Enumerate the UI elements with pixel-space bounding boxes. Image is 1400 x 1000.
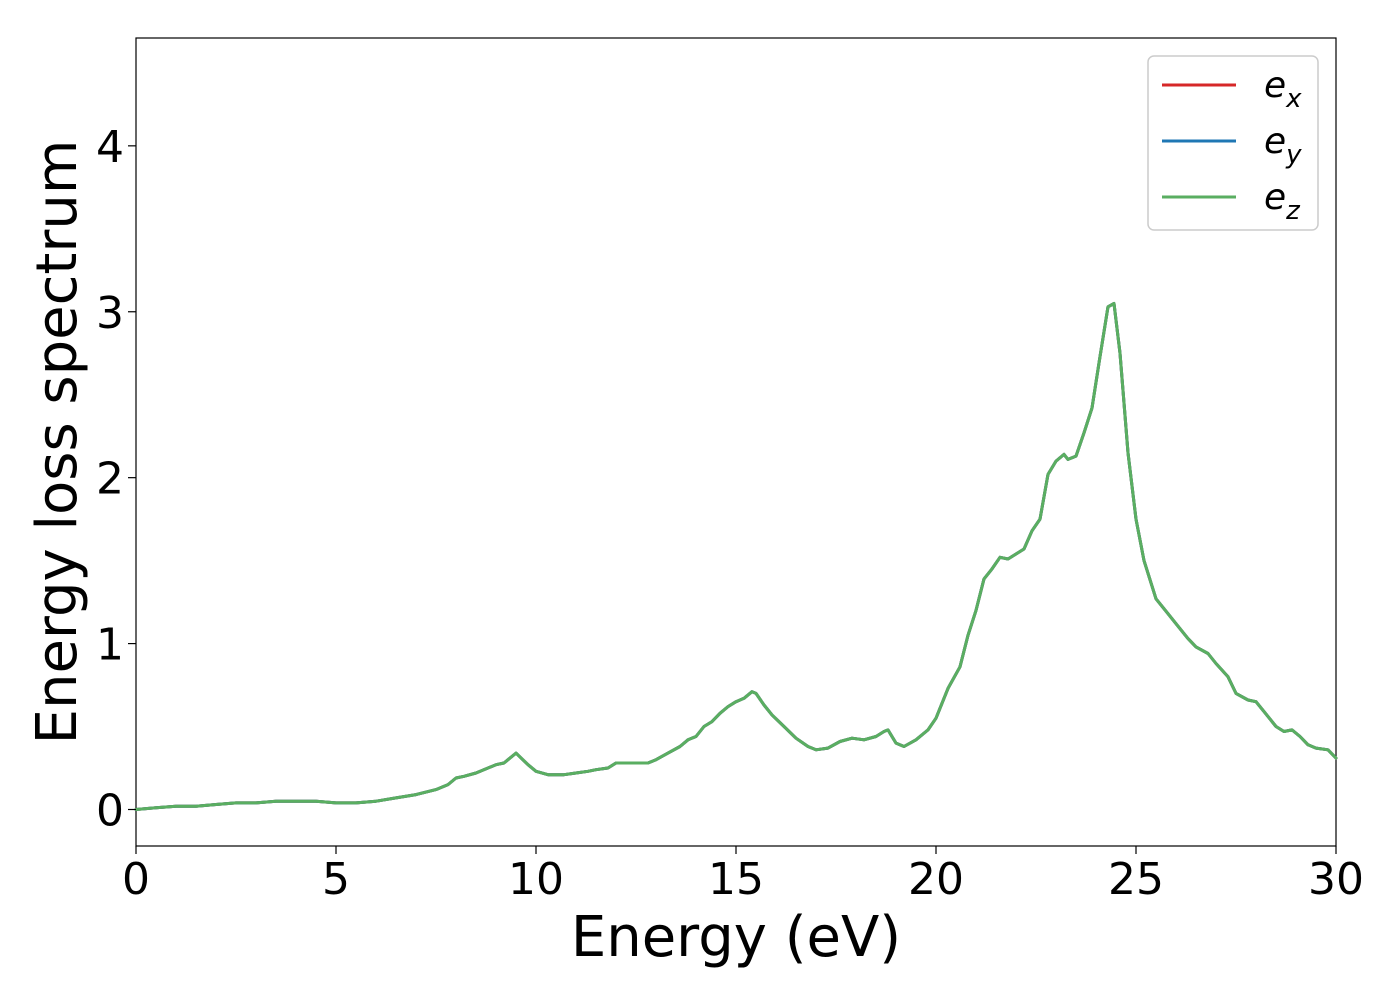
y-tick-label: 0 [96,785,124,836]
x-tick-label: 0 [122,854,150,905]
y-tick-label: 1 [96,620,124,671]
y-tick-label: 4 [96,122,124,173]
x-axis-label: Energy (eV) [571,905,901,970]
x-tick-label: 10 [508,854,564,905]
x-tick-label: 30 [1308,854,1364,905]
series-layer [134,302,1338,811]
legend-label-y: ey [1264,121,1302,170]
legend-label-x: ex [1264,65,1302,114]
y-tick-label: 2 [96,454,124,505]
legend-box [1147,55,1319,231]
x-tick-label: 20 [908,854,964,905]
series-line-e_y [134,302,1338,811]
x-tick-label: 15 [708,854,764,905]
x-axis-ticks: 0 5 10 15 20 25 30 [122,846,1364,905]
legend-label-z: ez [1264,177,1301,226]
x-tick-label: 25 [1108,854,1164,905]
series-line-e_z [134,302,1338,811]
y-axis-ticks: 0 1 2 3 4 [96,122,136,836]
series-line-e_x [134,302,1338,811]
y-tick-label: 3 [96,288,124,339]
x-tick-label: 5 [322,854,350,905]
legend: ex ey ez [1147,55,1319,231]
y-axis-label: Energy loss spectrum [25,140,90,745]
